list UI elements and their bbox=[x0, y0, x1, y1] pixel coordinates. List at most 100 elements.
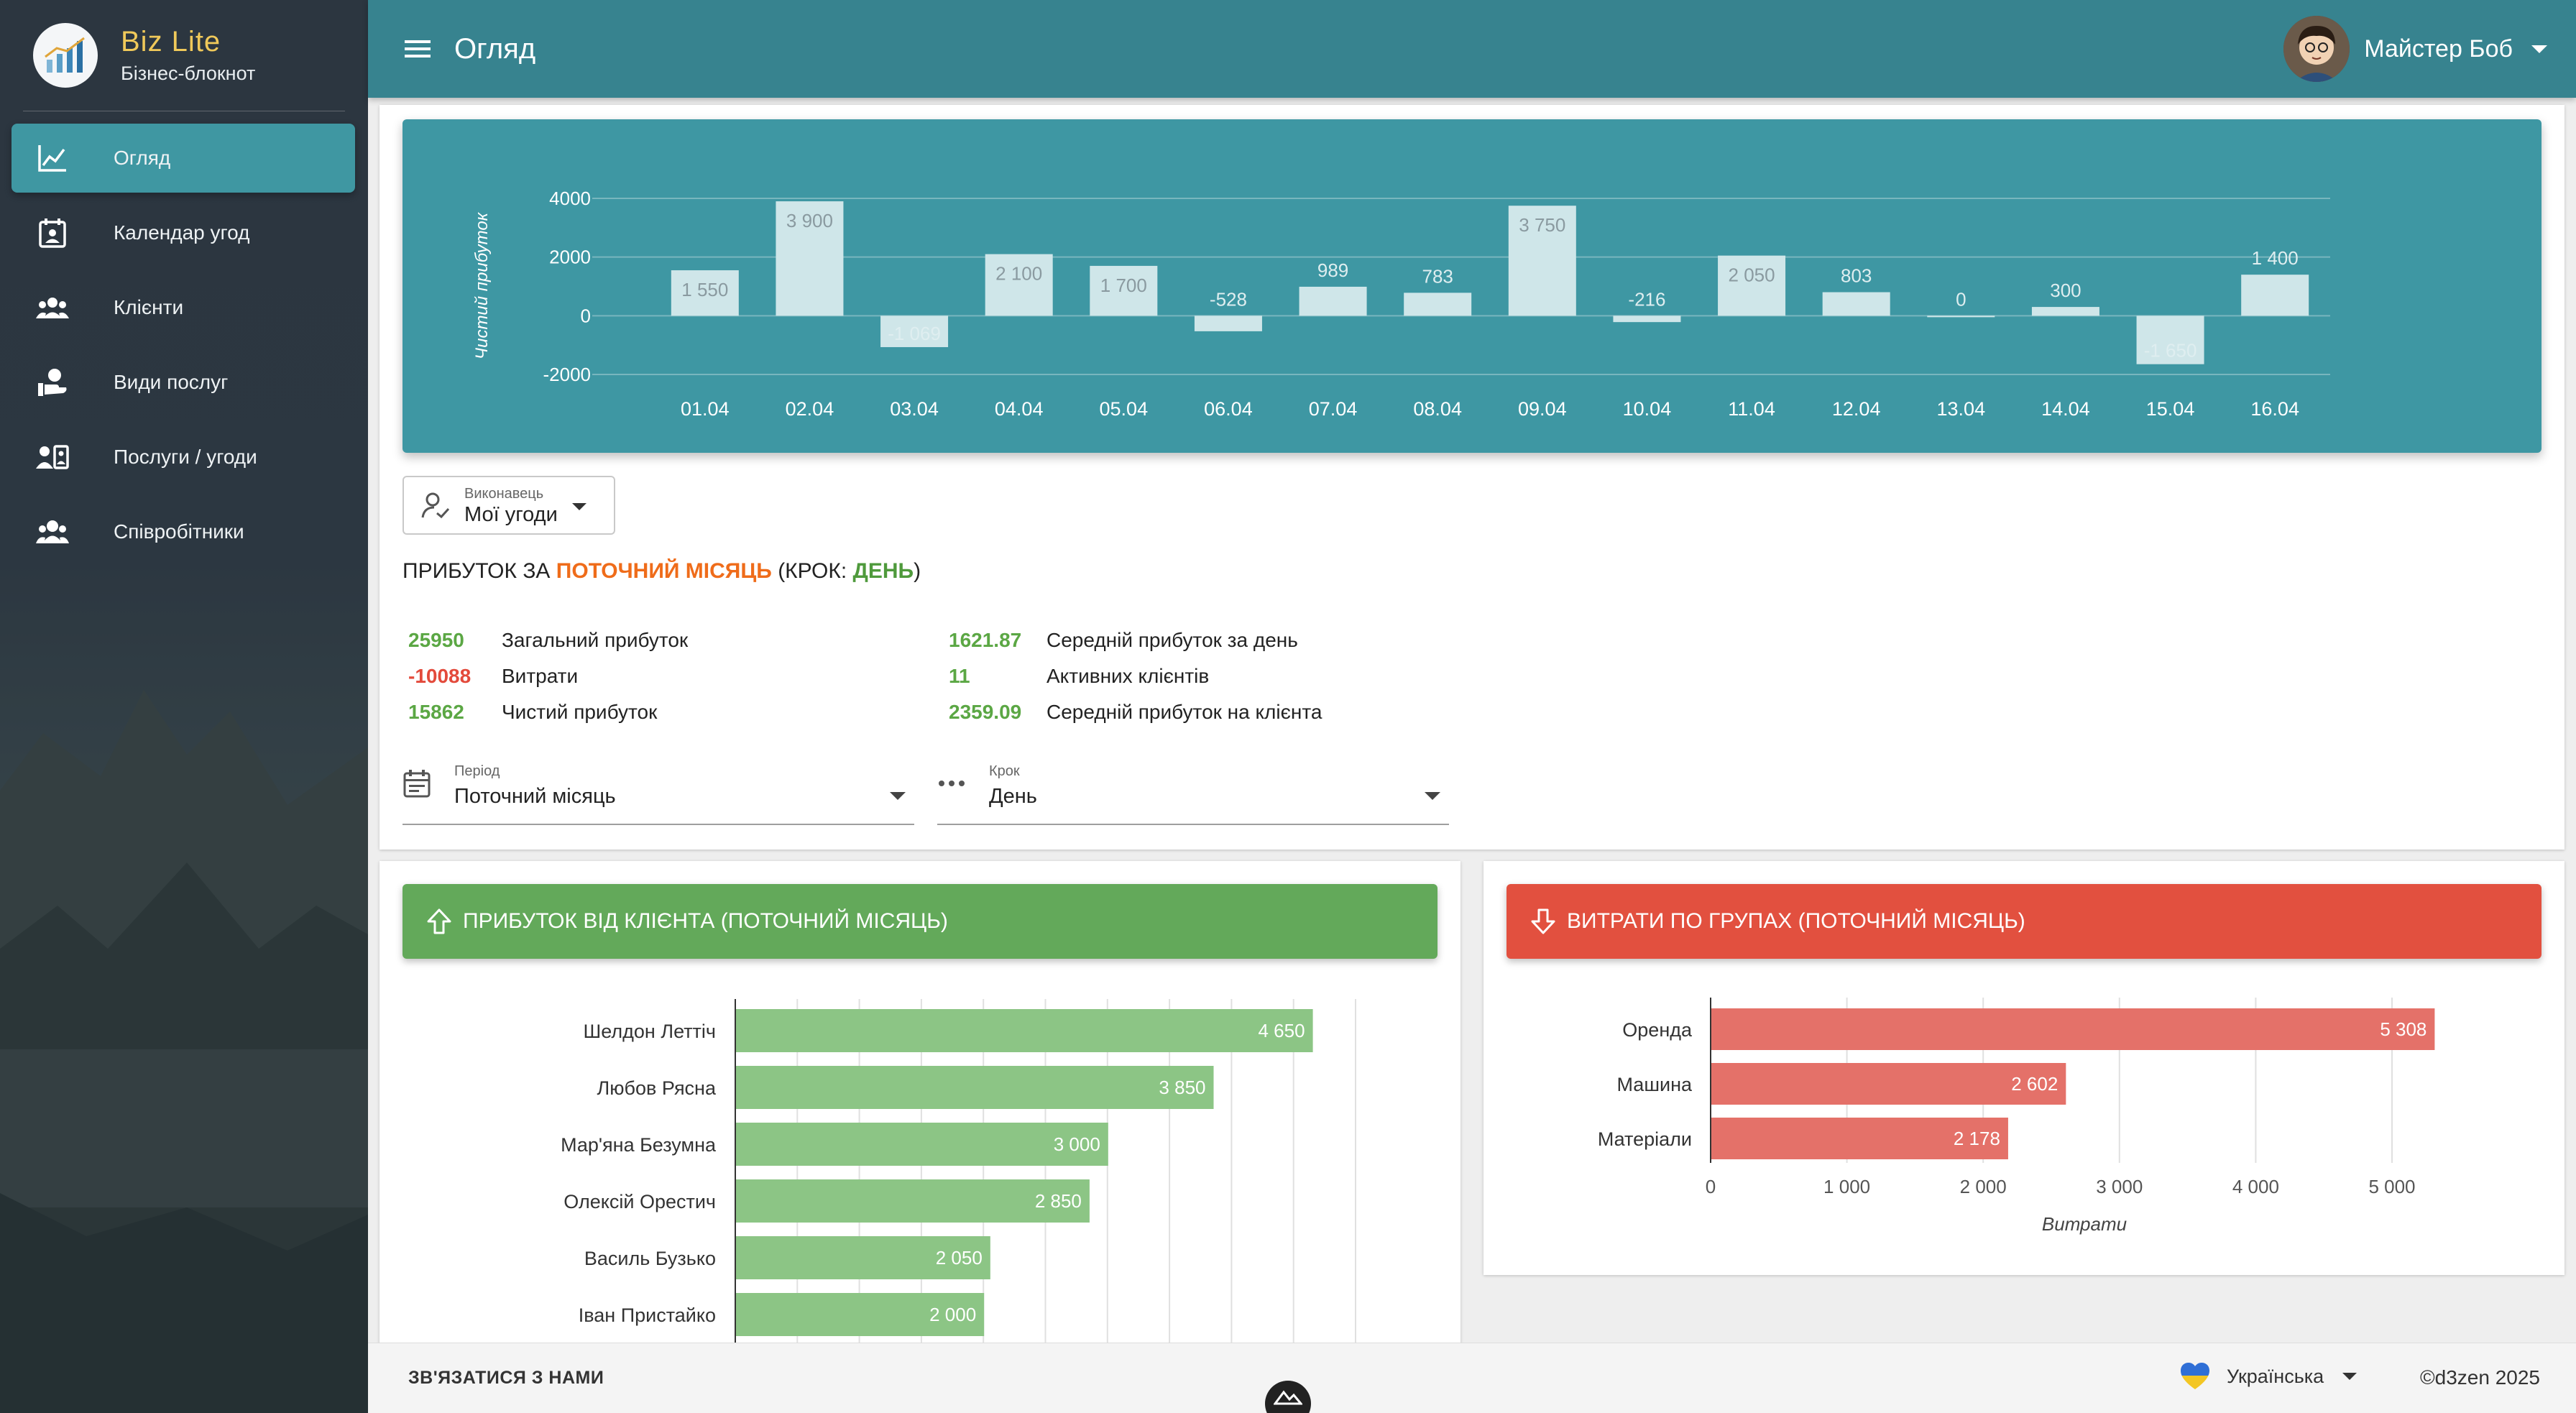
daily-profit-chart-card: 4000 2000 0 -2000 Чистий прибуток 1 550 01.04 3… bbox=[402, 119, 2542, 453]
data-label: 300 bbox=[2050, 280, 2081, 301]
stat-label: Активних клієнтів bbox=[1046, 665, 1210, 687]
period-select[interactable]: Період Поточний місяць bbox=[402, 753, 914, 825]
x-tick-label: 2 000 bbox=[1960, 1176, 2007, 1197]
sidebar-item-services[interactable]: Види послуг bbox=[12, 348, 355, 417]
data-label: 1 700 bbox=[1100, 275, 1147, 296]
stat-value: -10088 bbox=[408, 665, 472, 687]
profit-title-suffix: ) bbox=[914, 559, 921, 583]
bar bbox=[2136, 316, 2204, 364]
x-tick-label: 08.04 bbox=[1413, 398, 1462, 420]
expenses-title: ВИТРАТИ ПО ГРУПАХ (ПОТОЧНИЙ МІСЯЦЬ) bbox=[1567, 909, 2025, 933]
menu-icon[interactable] bbox=[395, 27, 440, 71]
mountain-background bbox=[0, 690, 368, 1413]
brand[interactable]: Biz Lite Бізнес-блокнот bbox=[33, 23, 255, 88]
bar bbox=[736, 1179, 1090, 1223]
bar bbox=[2031, 307, 2099, 316]
stat-value: 15862 bbox=[408, 701, 464, 723]
chevron-down-icon bbox=[2531, 45, 2547, 53]
sidebar-overlay bbox=[0, 0, 368, 1413]
sidebar-item-calendar[interactable]: Календар угод bbox=[12, 198, 355, 267]
bar bbox=[985, 254, 1053, 316]
dots-horizontal-icon bbox=[937, 769, 966, 801]
data-label: -216 bbox=[1628, 288, 1665, 310]
data-label: 2 050 bbox=[936, 1247, 983, 1269]
calendar-range-icon bbox=[402, 769, 431, 803]
x-tick-label: 12.04 bbox=[1832, 398, 1881, 420]
step-select[interactable]: Крок День bbox=[937, 753, 1449, 825]
data-label: -1 069 bbox=[888, 323, 941, 344]
data-label: 2 850 bbox=[1035, 1190, 1082, 1212]
bar bbox=[1613, 316, 1681, 323]
hand-heart-icon bbox=[36, 366, 69, 399]
bar bbox=[776, 201, 844, 316]
x-tick-label: 4 000 bbox=[2232, 1176, 2279, 1197]
stat-value: 25950 bbox=[408, 629, 464, 651]
data-label: 4 650 bbox=[1259, 1020, 1305, 1041]
arrow-up-bold-outline-icon bbox=[427, 908, 451, 934]
sidebar-item-label: Співробітники bbox=[114, 520, 244, 543]
executor-select[interactable]: Виконавець Мої угоди bbox=[402, 476, 615, 535]
ukraine-heart-icon bbox=[2179, 1362, 2211, 1391]
x-tick-label: 11.04 bbox=[1728, 398, 1775, 420]
stat-avg-client-profit: 2359.09 Середній прибуток на клієнта bbox=[949, 694, 1322, 730]
x-axis-label: Витрати bbox=[2042, 1213, 2127, 1235]
data-label: 3 850 bbox=[1159, 1077, 1205, 1098]
user-menu[interactable]: Майстер Боб bbox=[2283, 16, 2547, 82]
client-profit-chart: 4 650 Шелдон Леттіч 3 850 Любов Рясна 3 000 М… bbox=[561, 999, 1356, 1350]
account-group-icon bbox=[36, 291, 69, 324]
sidebar-item-employees[interactable]: Співробітники bbox=[12, 497, 355, 566]
stat-value: 11 bbox=[949, 665, 970, 687]
client-profit-header: ПРИБУТОК ВІД КЛІЄНТА (ПОТОЧНИЙ МІСЯЦЬ) bbox=[402, 884, 1438, 959]
expenses-header: ВИТРАТИ ПО ГРУПАХ (ПОТОЧНИЙ МІСЯЦЬ) bbox=[1506, 884, 2542, 959]
contact-us-link[interactable]: ЗВ'ЯЗАТИСЯ З НАМИ bbox=[408, 1368, 604, 1388]
data-label: -528 bbox=[1210, 288, 1247, 310]
daily-profit-chart: 4000 2000 0 -2000 Чистий прибуток 1 550 01.04 3… bbox=[472, 188, 2330, 420]
sidebar: Biz Lite Бізнес-блокнот Огляд Календар у… bbox=[0, 0, 368, 1413]
chart-line-icon bbox=[36, 142, 69, 175]
sidebar-item-label: Клієнти bbox=[114, 296, 184, 318]
overview-card: 4000 2000 0 -2000 Чистий прибуток 1 550 01.04 3… bbox=[380, 105, 2564, 850]
client-profit-title: ПРИБУТОК ВІД КЛІЄНТА (ПОТОЧНИЙ МІСЯЦЬ) bbox=[463, 909, 948, 933]
bar bbox=[1711, 1118, 2008, 1159]
account-multiple-icon bbox=[36, 515, 69, 548]
sidebar-item-label: Огляд bbox=[114, 147, 171, 169]
executor-value: Мої угоди bbox=[464, 503, 558, 526]
stat-total-profit: 25950 Загальний прибуток bbox=[408, 622, 688, 658]
category-label: Любов Рясна bbox=[597, 1077, 717, 1099]
scroll-top-button[interactable] bbox=[1265, 1381, 1311, 1413]
stat-avg-daily-profit: 1621.87 Середній прибуток за день bbox=[949, 622, 1322, 658]
account-box-icon bbox=[36, 441, 69, 474]
x-tick-label: 03.04 bbox=[890, 398, 939, 420]
step-value: День bbox=[989, 785, 1037, 808]
x-tick-label: 14.04 bbox=[2041, 398, 2090, 420]
footer: ЗВ'ЯЗАТИСЯ З НАМИ Українська ©d3zen 2025 bbox=[368, 1343, 2576, 1413]
bar bbox=[1299, 286, 1367, 316]
x-tick-label: 06.04 bbox=[1204, 398, 1253, 420]
x-tick-label: 07.04 bbox=[1309, 398, 1358, 420]
bar bbox=[1194, 316, 1262, 331]
app-name: Biz Lite bbox=[121, 26, 221, 57]
x-tick-label: 5 000 bbox=[2368, 1176, 2415, 1197]
period-label: Період bbox=[454, 763, 500, 779]
sidebar-item-clients[interactable]: Клієнти bbox=[12, 273, 355, 342]
profit-title-step-prefix: (КРОК: bbox=[778, 559, 847, 583]
y-axis-label: Чистий прибуток bbox=[472, 211, 492, 359]
bar bbox=[671, 270, 739, 316]
y-tick-label: 4000 bbox=[549, 188, 591, 209]
category-label: Олексій Орестич bbox=[564, 1191, 716, 1212]
sidebar-item-label: Види послуг bbox=[114, 371, 229, 393]
period-value: Поточний місяць bbox=[454, 785, 616, 808]
stats-right: 1621.87 Середній прибуток за день 11 Акт… bbox=[949, 622, 1322, 730]
user-name: Майстер Боб bbox=[2364, 34, 2513, 63]
calendar-account-icon bbox=[36, 216, 69, 249]
data-label: 3 000 bbox=[1054, 1133, 1100, 1155]
x-tick-label: 16.04 bbox=[2250, 398, 2299, 420]
chevron-down-icon bbox=[1425, 792, 1440, 800]
category-label: Машина bbox=[1617, 1074, 1693, 1095]
language-select[interactable]: Українська bbox=[2179, 1362, 2358, 1391]
data-label: 989 bbox=[1317, 259, 1348, 281]
sidebar-item-deals[interactable]: Послуги / угоди bbox=[12, 423, 355, 492]
sidebar-item-overview[interactable]: Огляд bbox=[12, 124, 355, 193]
executor-label: Виконавець bbox=[464, 486, 544, 502]
bar bbox=[880, 316, 949, 347]
